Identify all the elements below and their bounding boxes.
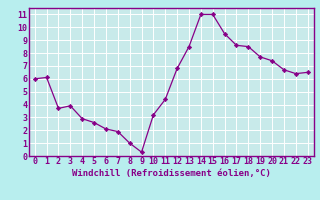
X-axis label: Windchill (Refroidissement éolien,°C): Windchill (Refroidissement éolien,°C): [72, 169, 271, 178]
